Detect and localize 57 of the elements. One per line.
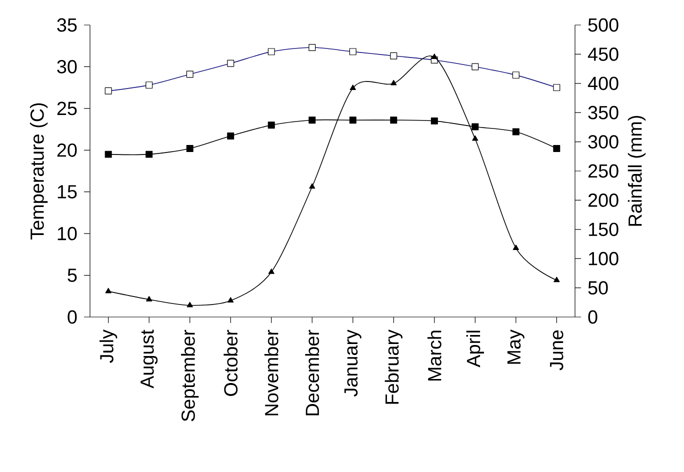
x-tick-label: November [264,330,278,416]
point [431,54,438,60]
point [186,144,194,152]
y2-tick-label: 450 [588,47,618,61]
point [146,150,153,158]
y-axis-title: Temperature (C) [30,103,48,240]
point [512,244,519,250]
point [105,288,112,294]
point [146,296,152,302]
point [268,268,274,274]
y2-axis-title: Rainfall (mm) [628,116,646,226]
x-tick-label: September [181,330,199,422]
point [512,128,520,136]
y2-tick-label: 250 [588,164,618,178]
x-tick-label: January [344,330,362,397]
point [554,276,560,282]
y-tick-label: 30 [57,60,77,74]
x-tick-label: October [224,330,238,396]
point [104,150,112,158]
point [430,117,438,124]
point [309,183,316,189]
point [349,116,356,124]
y2-tick-label: 400 [588,76,618,90]
point [186,302,193,308]
point [553,144,560,152]
y-tick-label: 5 [68,268,77,282]
y2-tick-label: 0 [588,310,598,324]
x-tick-label: March [427,330,442,381]
point [268,122,275,129]
y-tick-label: 35 [57,18,77,32]
x-tick-label: June [550,330,564,370]
y2-tick-label: 300 [588,135,618,148]
y-tick-label: 25 [57,102,77,116]
point [227,132,234,140]
y-tick-label: 0 [68,310,77,324]
x-tick-label: April [466,330,484,368]
y2-tick-label: 50 [588,281,608,294]
y2-tick-label: 350 [588,106,618,120]
y-tick-label: 20 [57,143,77,157]
y2-tick-label: 150 [588,222,618,236]
y2-tick-label: 200 [588,193,618,207]
point [228,297,234,303]
x-tick-label: February [384,330,402,404]
x-tick-label: July [100,330,118,363]
point [390,80,397,86]
y-tick-label: 10 [58,226,77,240]
point [350,84,356,90]
y2-tick-label: 100 [588,252,618,266]
x-tick-label: August [140,330,158,388]
x-tick-label: May [507,330,524,364]
point [308,116,316,124]
y2-tick-label: 500 [588,18,618,32]
point [390,116,398,124]
x-tick-label: December [305,330,320,416]
point [472,135,478,141]
point [472,123,479,130]
y-tick-label: 15 [58,185,77,198]
